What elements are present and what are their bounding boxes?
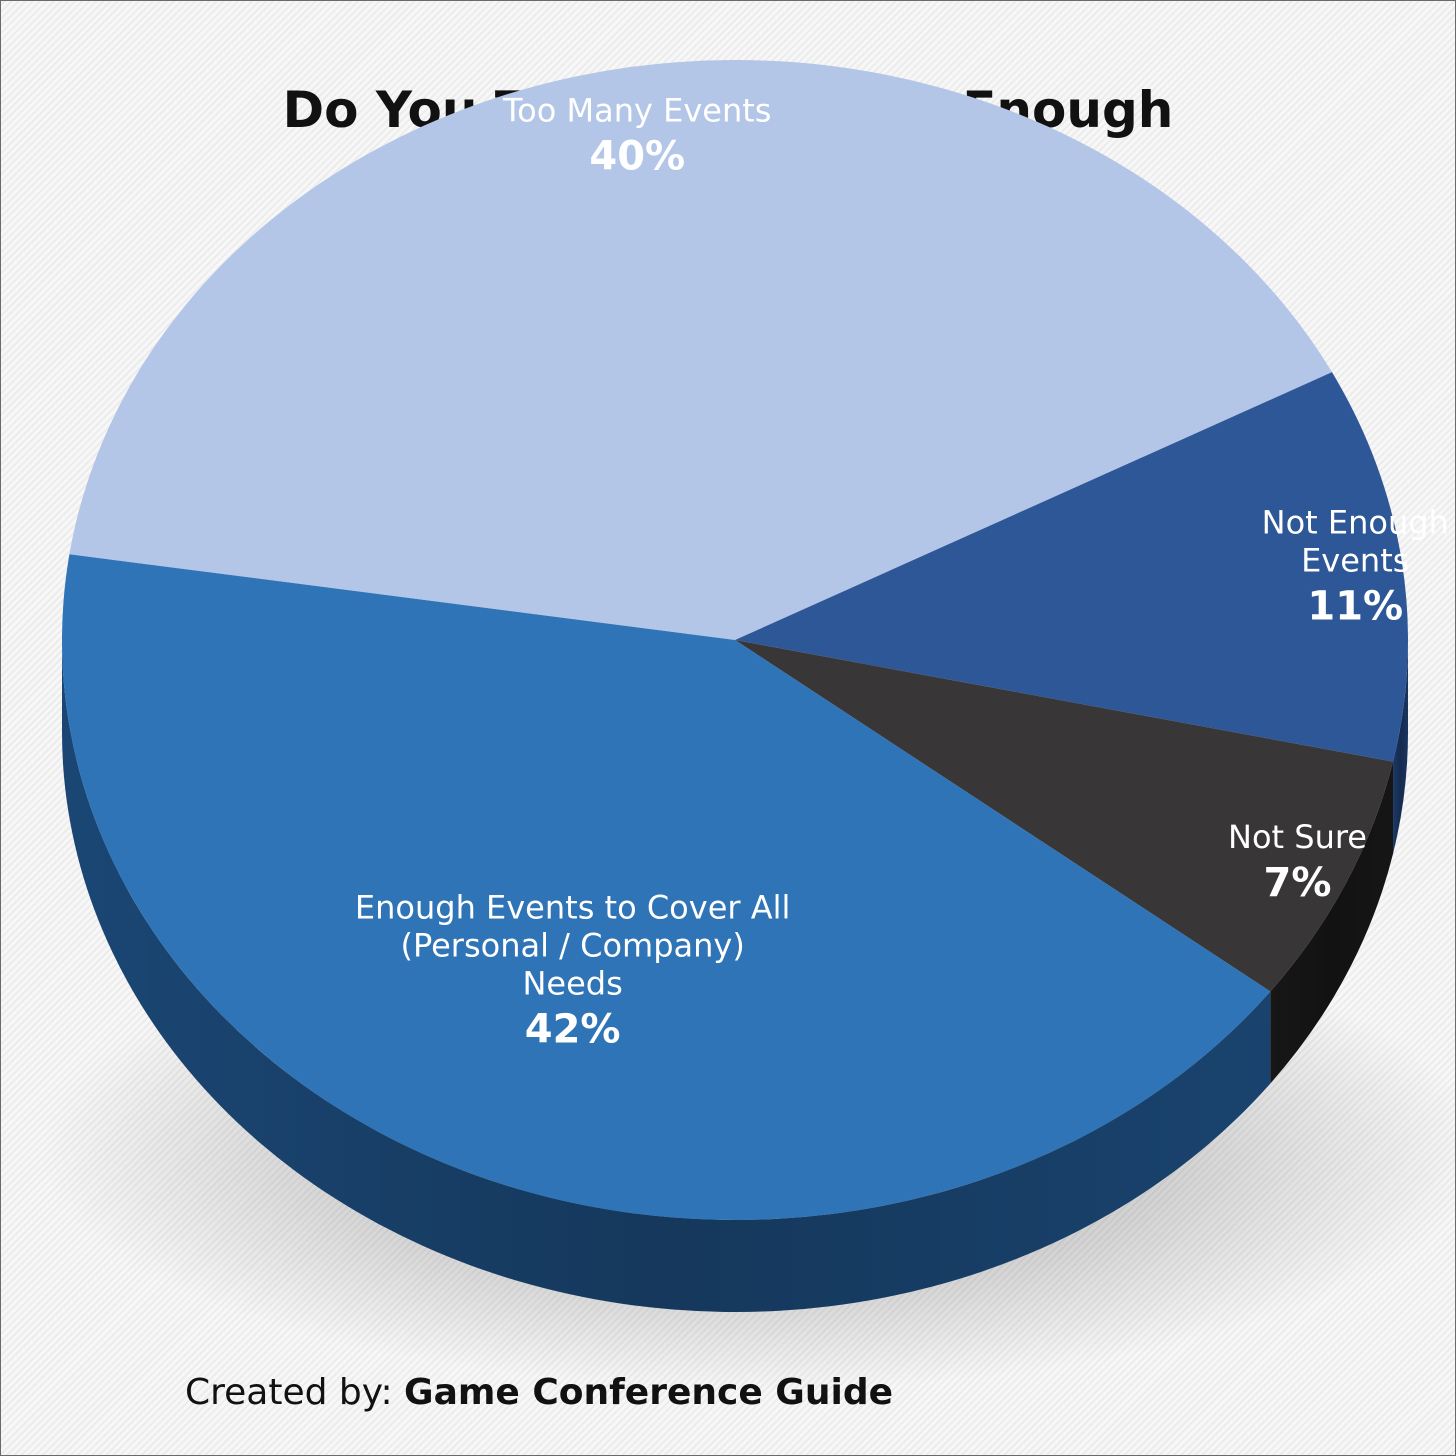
slice-value-3: 42%	[525, 1006, 621, 1052]
slice-value-2: 7%	[1264, 860, 1332, 906]
slice-label-1-line-1: Events	[1301, 542, 1409, 580]
slice-label-0-line-0: Too Many Events	[502, 92, 771, 130]
credit-line: Created by: Game Conference Guide	[185, 1372, 893, 1413]
pie-side-shade-2	[1270, 761, 1394, 1084]
slice-label-1-line-0: Not Enough	[1262, 504, 1449, 542]
pie-slice-2	[735, 640, 1394, 992]
slice-label-3-line-0: Enough Events to Cover All	[355, 888, 790, 926]
pie-slice-3	[61, 554, 1271, 1220]
pie-slice-0	[69, 60, 1332, 641]
slice-label-2-line-0: Not Sure	[1228, 818, 1367, 856]
credit-prefix: Created by:	[185, 1372, 393, 1413]
pie-slice-1	[735, 372, 1408, 762]
pie-side-shade-3	[62, 640, 1271, 1313]
pie-side-walls	[62, 640, 1408, 1313]
slice-value-0: 40%	[589, 134, 685, 180]
slice-label-3-line-1: (Personal / Company)	[400, 926, 744, 964]
slice-value-1: 11%	[1307, 584, 1403, 630]
credit-name: Game Conference Guide	[404, 1372, 893, 1413]
pie-side-shade-1	[1393, 640, 1408, 854]
pie-top-faces	[61, 60, 1408, 1220]
slice-label-3-line-2: Needs	[522, 964, 622, 1002]
